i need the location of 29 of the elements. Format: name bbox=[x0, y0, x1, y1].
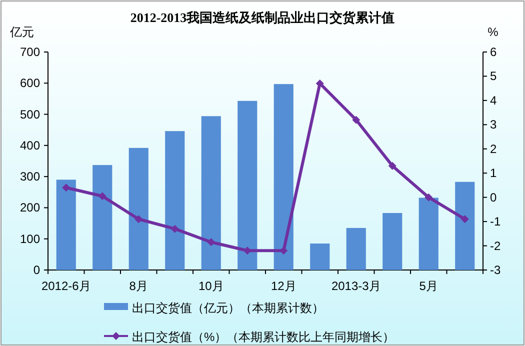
x-tick-label: 12月 bbox=[270, 279, 296, 293]
y2-tick-label: 4 bbox=[490, 93, 497, 108]
x-tick-label: 10月 bbox=[198, 279, 224, 293]
y2-tick-label: 6 bbox=[490, 45, 497, 59]
y-axis-title: 亿元 bbox=[9, 25, 34, 39]
y2-tick-label: -1 bbox=[490, 214, 501, 229]
chart-title: 2012-2013我国造纸及纸制品业出口交货累计值 bbox=[130, 10, 395, 25]
y2-tick-label: 2 bbox=[490, 142, 497, 156]
y2-tick-label: 5 bbox=[490, 69, 497, 84]
y-tick-label: 200 bbox=[20, 200, 40, 215]
x-tick-label: 5月 bbox=[419, 279, 438, 293]
y-tick-label: 700 bbox=[20, 45, 40, 59]
x-tick-label: 2012-6月 bbox=[41, 279, 91, 293]
y-tick-label: 300 bbox=[20, 170, 40, 184]
y2-tick-label: -2 bbox=[490, 238, 501, 253]
y-tick-label: 600 bbox=[20, 76, 40, 90]
y2-tick-label: -3 bbox=[490, 263, 501, 277]
y2-axis-title: % bbox=[488, 25, 499, 39]
y-tick-label: 0 bbox=[33, 263, 40, 277]
legend-label: 出口交货值（亿元）（本期累计数） bbox=[132, 301, 324, 315]
y-tick-label: 500 bbox=[20, 107, 40, 122]
x-tick-label: 2013-3月 bbox=[331, 279, 381, 293]
y2-tick-label: 1 bbox=[490, 166, 497, 180]
y2-tick-label: 0 bbox=[490, 190, 497, 204]
x-tick-label: 8月 bbox=[129, 279, 148, 293]
legend-label: 出口交货值（%）（本期累计数比上年同期增长） bbox=[132, 330, 395, 344]
y-tick-label: 400 bbox=[20, 138, 40, 152]
y-tick-label: 100 bbox=[20, 232, 40, 246]
y2-tick-label: 3 bbox=[490, 118, 497, 132]
